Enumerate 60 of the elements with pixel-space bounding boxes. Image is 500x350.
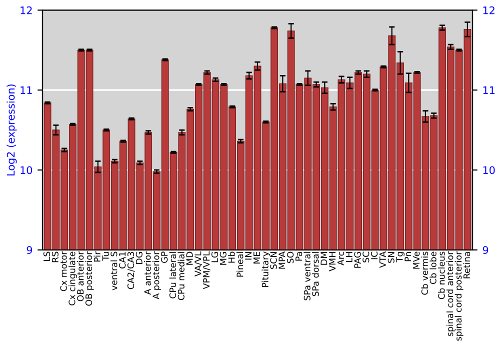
x-tick-label: A posterior (152, 251, 161, 300)
x-tick-label: Pir (94, 251, 100, 262)
x-tick-label: Arc (338, 252, 344, 266)
x-tick-label: PAG (354, 252, 361, 268)
x-tick-label: IC (371, 252, 378, 260)
x-tick-label: CA1 (119, 252, 126, 268)
x-tick-label: MD (186, 252, 193, 265)
x-tick-label: SN (388, 252, 394, 263)
x-tick-label: OB posterior (85, 251, 94, 306)
y-tick-label: 9 (26, 246, 32, 254)
x-tick-label: SPa dorsal (312, 252, 319, 296)
x-tick-label: RS (52, 252, 58, 262)
x-tick-label: Cx motor (60, 251, 67, 292)
x-tick-label: A anterior (144, 251, 151, 295)
x-tick-label: DM (320, 252, 328, 265)
y2-tick-label: 12 (483, 6, 494, 14)
x-tick-label: SCN (270, 252, 277, 269)
x-tick-label: Cb vermis (421, 252, 428, 295)
x-tick-label: VMH (329, 252, 336, 272)
x-tick-label: spinal cord anterior (446, 251, 455, 336)
y-tick-label: 12 (20, 6, 32, 14)
x-tick-label: DG (136, 252, 142, 264)
x-tick-label: ventral S (110, 252, 118, 290)
y2-tick-label: 11 (483, 86, 495, 94)
x-tick-label: Pn (404, 252, 412, 262)
x-tick-label: CPu lateral (169, 252, 176, 298)
x-tick-label: VTA (380, 251, 386, 268)
x-tick-label: Tu (102, 252, 109, 261)
x-tick-label: Cb nucleus (438, 252, 445, 300)
x-tick-label: ME (254, 252, 260, 264)
x-tick-label: LS (43, 252, 50, 261)
x-tick-label: MVe (413, 252, 420, 269)
x-tick-label: Retina (463, 252, 470, 278)
x-tick-label: Pituitary (262, 252, 270, 287)
x-tick-label: MPA (278, 251, 286, 269)
y-tick-label: 10 (20, 166, 32, 174)
x-tick-label: Pa (296, 252, 302, 261)
x-tick-label: Hb (228, 252, 235, 263)
y2-tick-label: 10 (483, 166, 495, 174)
x-tick-label: Pineal (236, 252, 244, 277)
x-tick-label: SO (287, 252, 294, 264)
y2-tick-label: 9 (482, 246, 488, 254)
x-tick-label: SC (362, 252, 370, 262)
x-tick-label: Tg (396, 252, 405, 262)
x-tick-label: IN (245, 252, 252, 260)
x-tick-label: spinal cord posterior (454, 251, 464, 341)
y-axis-title: Log2 (expression) (6, 84, 17, 176)
x-tick-label: MG (220, 252, 226, 265)
x-tick-label: CPu medial (178, 252, 184, 300)
x-tick-label: SPa ventral (304, 252, 310, 300)
x-tick-label: LG (211, 252, 218, 262)
x-tick-label: VPM/VPL (203, 251, 210, 290)
x-tick-label: LH (346, 252, 352, 262)
y-tick-label: 11 (20, 86, 32, 94)
x-tick-label: Cx cingulate (68, 252, 77, 306)
x-tick-label: OB anterior (76, 251, 84, 302)
x-tick-label: CA2/CA3 (127, 252, 135, 290)
x-tick-label: Cb lobe (430, 252, 436, 284)
x-tick-label: GP (161, 252, 168, 263)
x-tick-label: VA/VL (194, 251, 202, 276)
